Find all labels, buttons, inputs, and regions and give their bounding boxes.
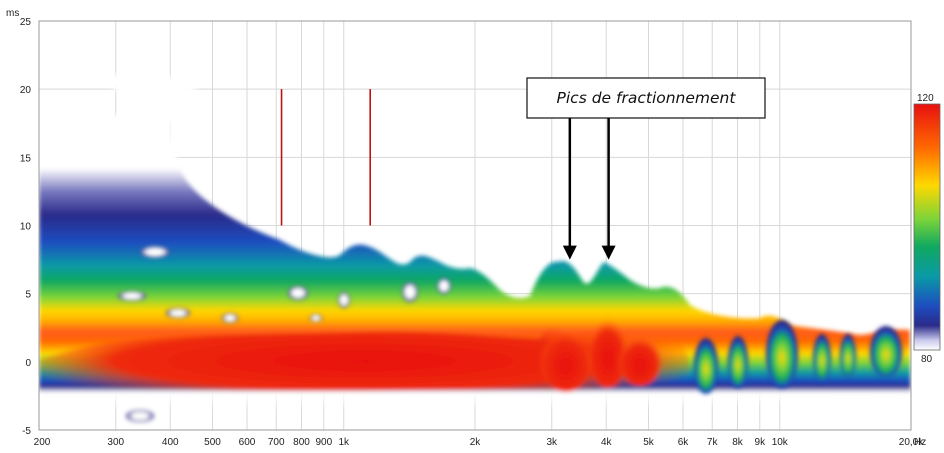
x-tick-label: 5k: [643, 437, 655, 448]
annotation-text: Pics de fractionnement: [557, 89, 737, 107]
y-tick-label: -5: [22, 426, 31, 437]
x-tick-label: 7k: [707, 437, 719, 448]
color-scale-max-label: 120: [917, 93, 934, 104]
hot-core: [39, 316, 690, 391]
x-tick-label: 4k: [601, 437, 613, 448]
x-axis-ticks: 200 300 400 500 600 700 800 900 1k 2k 3k 4k 5k 6k 7k 8k…: [34, 437, 925, 448]
color-scale-bar: [913, 103, 941, 351]
hot-peak-1: [540, 328, 592, 392]
x-tick-label: 9k: [755, 437, 767, 448]
decay-holes: [118, 246, 451, 422]
annotation-arrow-head: [601, 245, 616, 260]
y-unit-label: ms: [6, 8, 19, 19]
x-tick-label: 200: [34, 437, 51, 448]
x-tick-label: 600: [239, 437, 256, 448]
y-tick-label: 5: [25, 290, 31, 301]
y-tick-label: 20: [20, 85, 32, 96]
x-tick-label: 300: [107, 437, 124, 448]
x-tick-label: 20,0k: [899, 437, 924, 448]
x-tick-label: 700: [268, 437, 285, 448]
annotation-arrows: [562, 118, 616, 260]
x-tick-label: 500: [204, 437, 221, 448]
x-tick-label: 3k: [546, 437, 558, 448]
color-scale-min-label: 80: [921, 354, 933, 365]
x-tick-label: 1k: [338, 437, 350, 448]
x-tick-label: 2k: [470, 437, 482, 448]
y-tick-label: 25: [20, 17, 32, 28]
annotation: Pics de fractionnement: [526, 77, 766, 260]
x-tick-label: 800: [293, 437, 310, 448]
x-tick-label: 400: [162, 437, 179, 448]
x-tick-label: 6k: [678, 437, 690, 448]
x-tick-label: 900: [315, 437, 332, 448]
color-scale: 120 80: [913, 93, 941, 365]
x-unit-label: Hz: [914, 437, 926, 448]
hot-peak-2: [588, 316, 628, 388]
plot-frame: [38, 20, 912, 431]
x-tick-label: 10k: [772, 437, 789, 448]
y-tick-label: 15: [20, 153, 32, 164]
marker-lines: [280, 89, 372, 226]
hot-peak-3: [618, 334, 662, 386]
x-tick-label: 8k: [732, 437, 744, 448]
upper-blobs: [694, 320, 902, 394]
y-tick-label: 0: [25, 358, 31, 369]
annotation-arrow-head: [562, 245, 577, 260]
y-tick-label: 10: [20, 222, 32, 233]
annotation-box: [526, 77, 766, 119]
y-axis-ticks: -5 0 5 10 15 20 25: [20, 17, 32, 437]
spectrogram-body: [39, 71, 911, 430]
